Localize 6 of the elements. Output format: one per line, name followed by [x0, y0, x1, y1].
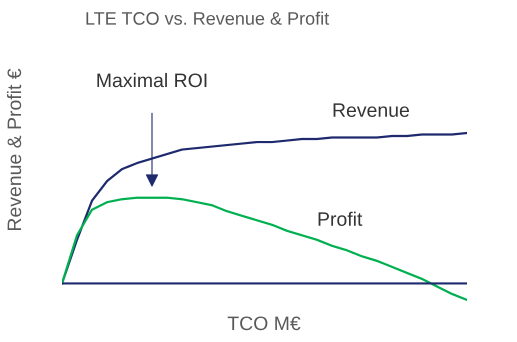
- y-axis-title: Revenue & Profit €: [6, 68, 22, 230]
- series-label: Profit: [318, 212, 362, 226]
- chart-title: LTE TCO vs. Revenue & Profit: [86, 12, 330, 25]
- text: Maximal ROI: [97, 72, 206, 88]
- x-axis-title: TCO M€: [228, 316, 300, 330]
- series-label: Revenue: [334, 103, 409, 117]
